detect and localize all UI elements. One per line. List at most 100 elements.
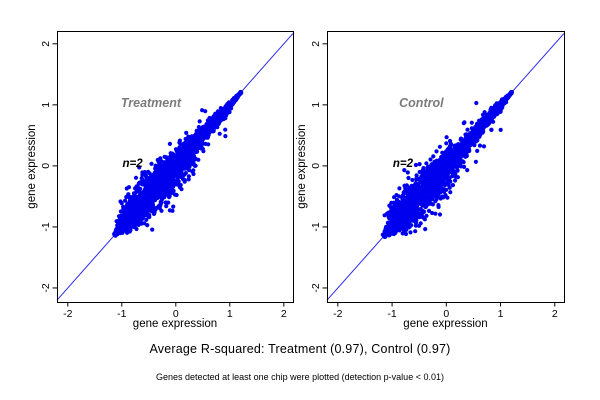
scatter-point	[184, 130, 189, 135]
scatter-point	[175, 176, 180, 182]
scatter-point	[214, 118, 219, 123]
scatter-point	[498, 102, 503, 107]
scatter-point	[415, 201, 420, 206]
scatter-point	[137, 165, 142, 170]
scatter-point	[129, 209, 134, 214]
scatter-point	[413, 229, 418, 234]
x-axis-title: gene expression	[133, 318, 217, 330]
scatter-point	[153, 163, 158, 168]
scatter-point	[126, 185, 132, 190]
x-tick-label: 0	[173, 308, 179, 320]
scatter-point	[192, 163, 198, 168]
scatter-point	[144, 175, 149, 180]
scatter-point	[426, 208, 432, 213]
scatter-point	[162, 154, 167, 159]
scatter-point	[143, 184, 148, 189]
scatter-point	[408, 213, 413, 218]
scatter-point	[159, 208, 164, 213]
scatter-point	[167, 194, 172, 199]
x-tick-label: -1	[117, 308, 126, 320]
scatter-point	[211, 125, 216, 130]
scatter-point	[475, 148, 480, 153]
scatter-point	[166, 157, 171, 162]
scatter-point	[203, 141, 208, 146]
x-tick-label: 1	[227, 308, 233, 320]
scatter-point	[421, 209, 426, 214]
scatter-point	[150, 188, 155, 193]
scatter-point	[428, 195, 433, 200]
scatter-point	[417, 169, 422, 175]
scatter-point	[430, 210, 435, 216]
x-tick-label: 2	[281, 308, 287, 320]
scatter-point	[200, 108, 205, 113]
scatter-point	[402, 168, 407, 173]
scatter-point	[389, 209, 394, 214]
scatter-point	[183, 145, 188, 150]
n-annotation: n=2	[123, 158, 144, 170]
y-tick-label: 2	[40, 41, 52, 47]
scatter-point	[207, 125, 212, 130]
x-tick-label: -1	[387, 308, 396, 320]
scatter-point	[405, 221, 410, 226]
y-tick-label: 2	[310, 41, 322, 47]
scatter-point	[424, 188, 429, 193]
scatter-point	[433, 211, 438, 216]
scatter-point	[133, 175, 139, 180]
scatter-point	[444, 135, 449, 140]
scatter-point	[219, 107, 224, 112]
scatter-point	[232, 98, 237, 103]
scatter-point	[190, 141, 195, 146]
scatter-point	[227, 105, 232, 110]
scatter-point	[388, 212, 393, 217]
scatter-point	[504, 95, 509, 100]
scatter-point	[453, 174, 458, 179]
scatter-point	[414, 189, 419, 194]
scatter-point	[413, 198, 418, 203]
scatter-point	[476, 133, 481, 138]
x-axis-title: gene expression	[403, 318, 487, 330]
scatter-point	[123, 198, 128, 203]
scatter-point	[424, 213, 429, 218]
scatter-point	[413, 223, 418, 228]
scatter-point	[499, 107, 504, 112]
scatter-point	[438, 169, 443, 174]
scatter-point	[393, 228, 398, 233]
y-axis-title: gene expression	[296, 124, 308, 208]
scatter-point	[128, 228, 133, 233]
scatter-point	[171, 204, 176, 209]
scatter-point	[437, 212, 443, 217]
scatter-point	[158, 201, 163, 206]
scatter-point	[159, 190, 165, 195]
y-tick-label: 1	[40, 102, 52, 108]
scatter-point	[437, 144, 442, 149]
y-tick-label: -1	[310, 222, 322, 231]
scatter-point	[400, 193, 406, 198]
scatter-point	[151, 211, 157, 216]
scatter-point	[456, 142, 461, 147]
scatter-point	[413, 162, 418, 168]
scatter-point	[447, 185, 452, 190]
scatter-point	[182, 166, 187, 171]
scatter-point	[468, 131, 473, 136]
scatter-point	[193, 138, 198, 143]
scatter-point	[443, 193, 448, 198]
scatter-point	[397, 186, 402, 191]
scatter-point	[124, 204, 129, 209]
scatter-point	[183, 153, 189, 158]
scatter-point	[430, 202, 435, 207]
scatter-point	[419, 186, 424, 191]
scatter-point	[401, 199, 406, 204]
scatter-point	[153, 167, 158, 172]
scatter-point	[433, 199, 438, 204]
scatter-point	[455, 153, 460, 158]
scatter-point	[405, 170, 410, 175]
scatter-point	[141, 204, 146, 209]
scatter-point	[155, 157, 160, 163]
scatter-point	[202, 126, 207, 131]
scatter-point	[449, 167, 454, 173]
scatter-point	[433, 183, 438, 188]
scatter-point	[189, 151, 194, 156]
scatter-point	[133, 205, 138, 210]
scatter-point	[139, 181, 144, 187]
scatter-point	[424, 161, 429, 166]
